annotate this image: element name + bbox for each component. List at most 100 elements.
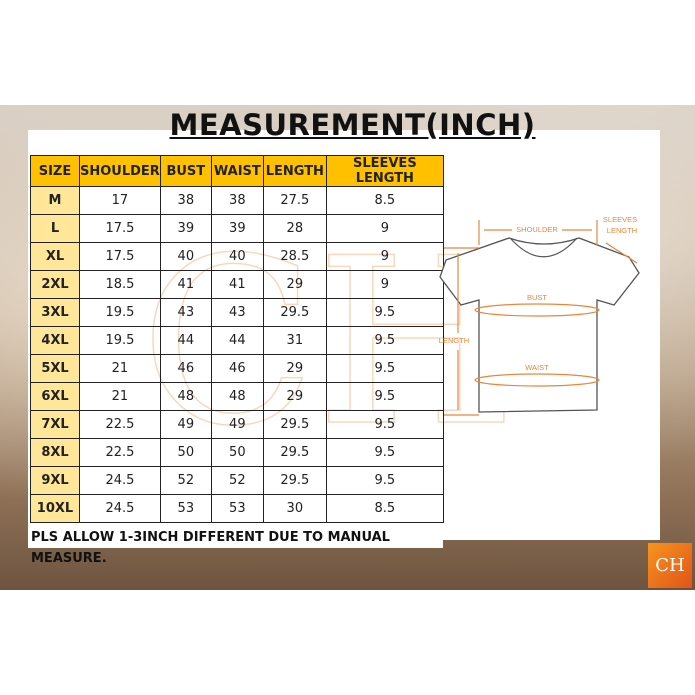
value-cell: 9.5: [325, 326, 444, 355]
value-cell: 30: [262, 494, 327, 523]
column-header: LENGTH: [262, 155, 327, 187]
value-cell: 8.5: [325, 186, 444, 215]
value-cell: 24.5: [79, 466, 161, 495]
brand-logo: CH: [648, 543, 692, 588]
table-row: L 17.5 39 39 28 9: [30, 214, 444, 243]
value-cell: 17: [79, 186, 161, 215]
value-cell: 50: [210, 438, 264, 467]
column-header: WAIST: [210, 155, 264, 187]
value-cell: 46: [159, 354, 212, 383]
value-cell: 9: [325, 270, 444, 299]
size-cell: XL: [30, 242, 80, 271]
size-cell: 9XL: [30, 466, 80, 495]
value-cell: 29.5: [262, 438, 327, 467]
value-cell: 44: [210, 326, 264, 355]
tshirt-diagram: SHOULDER SLEEVES LENGTH BUST WAIST LENGT…: [439, 215, 640, 416]
disclaimer-note: PLS ALLOW 1-3INCH DIFFERENT DUE TO MANUA…: [28, 527, 443, 566]
value-cell: 48: [210, 382, 264, 411]
label-sleeves-length: LENGTH: [607, 226, 637, 235]
value-cell: 22.5: [79, 410, 161, 439]
size-cell: M: [30, 186, 80, 215]
label-length: LENGTH: [439, 336, 469, 345]
table-row: 5XL 21 46 46 29 9.5: [30, 354, 444, 383]
value-cell: 9.5: [325, 354, 444, 383]
value-cell: 9.5: [325, 382, 444, 411]
table-row: 4XL 19.5 44 44 31 9.5: [30, 326, 444, 355]
table-row: XL 17.5 40 40 28.5 9: [30, 242, 444, 271]
value-cell: 40: [210, 242, 264, 271]
value-cell: 9: [325, 214, 444, 243]
value-cell: 53: [159, 494, 212, 523]
table-row: 7XL 22.5 49 49 29.5 9.5: [30, 410, 444, 439]
label-bust: BUST: [527, 293, 547, 302]
label-shoulder: SHOULDER: [516, 225, 558, 234]
column-header: SIZE: [30, 155, 80, 187]
value-cell: 9.5: [325, 438, 444, 467]
table-row: 6XL 21 48 48 29 9.5: [30, 382, 444, 411]
size-cell: 3XL: [30, 298, 80, 327]
value-cell: 8.5: [325, 494, 444, 523]
label-sleeves: SLEEVES: [603, 215, 637, 224]
value-cell: 44: [159, 326, 212, 355]
value-cell: 29: [262, 270, 327, 299]
value-cell: 52: [210, 466, 264, 495]
column-header: SHOULDER: [79, 155, 161, 187]
table-row: M 17 38 38 27.5 8.5: [30, 186, 444, 215]
value-cell: 17.5: [79, 214, 161, 243]
page-title: MEASUREMENT(INCH): [169, 108, 536, 142]
table-row: 3XL 19.5 43 43 29.5 9.5: [30, 298, 444, 327]
column-header: BUST: [159, 155, 212, 187]
size-cell: 4XL: [30, 326, 80, 355]
value-cell: 22.5: [79, 438, 161, 467]
size-cell: 10XL: [30, 494, 80, 523]
column-header: SLEEVES LENGTH: [325, 155, 444, 187]
table-row: 9XL 24.5 52 52 29.5 9.5: [30, 466, 444, 495]
value-cell: 21: [79, 354, 161, 383]
value-cell: 29.5: [262, 410, 327, 439]
table-row: 2XL 18.5 41 41 29 9: [30, 270, 444, 299]
value-cell: 9: [325, 242, 444, 271]
value-cell: 41: [210, 270, 264, 299]
value-cell: 39: [210, 214, 264, 243]
value-cell: 29: [262, 354, 327, 383]
value-cell: 27.5: [262, 186, 327, 215]
value-cell: 38: [210, 186, 264, 215]
value-cell: 28.5: [262, 242, 327, 271]
size-cell: 8XL: [30, 438, 80, 467]
value-cell: 29: [262, 382, 327, 411]
value-cell: 24.5: [79, 494, 161, 523]
value-cell: 52: [159, 466, 212, 495]
value-cell: 28: [262, 214, 327, 243]
value-cell: 41: [159, 270, 212, 299]
value-cell: 48: [159, 382, 212, 411]
value-cell: 49: [210, 410, 264, 439]
value-cell: 29.5: [262, 298, 327, 327]
size-cell: 7XL: [30, 410, 80, 439]
value-cell: 39: [159, 214, 212, 243]
value-cell: 18.5: [79, 270, 161, 299]
size-cell: L: [30, 214, 80, 243]
value-cell: 9.5: [325, 298, 444, 327]
value-cell: 19.5: [79, 298, 161, 327]
table-header: SIZE SHOULDER BUST WAIST LENGTH SLEEVES LENGT…: [30, 155, 444, 187]
value-cell: 9.5: [325, 466, 444, 495]
tshirt-outline: [439, 237, 640, 413]
size-cell: 5XL: [30, 354, 80, 383]
value-cell: 49: [159, 410, 212, 439]
value-cell: 17.5: [79, 242, 161, 271]
label-waist: WAIST: [525, 363, 549, 372]
size-cell: 6XL: [30, 382, 80, 411]
value-cell: 38: [159, 186, 212, 215]
size-table: SIZE SHOULDER BUST WAIST LENGTH SLEEVES LENGT…: [30, 155, 444, 523]
value-cell: 46: [210, 354, 264, 383]
value-cell: 19.5: [79, 326, 161, 355]
value-cell: 43: [159, 298, 212, 327]
value-cell: 53: [210, 494, 264, 523]
table-row: 10XL 24.5 53 53 30 8.5: [30, 494, 444, 523]
value-cell: 43: [210, 298, 264, 327]
size-cell: 2XL: [30, 270, 80, 299]
value-cell: 29.5: [262, 466, 327, 495]
table-row: 8XL 22.5 50 50 29.5 9.5: [30, 438, 444, 467]
value-cell: 9.5: [325, 410, 444, 439]
value-cell: 31: [262, 326, 327, 355]
